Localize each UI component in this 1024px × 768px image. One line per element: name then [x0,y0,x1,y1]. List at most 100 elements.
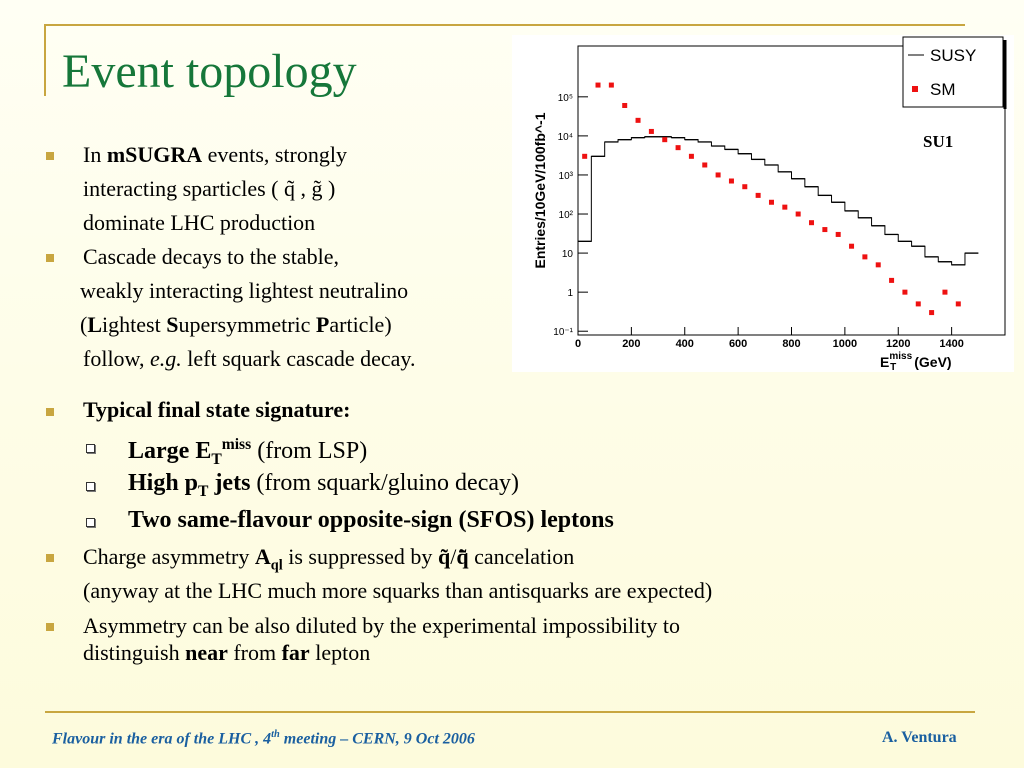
text: q̃ [437,544,451,569]
bullet [46,623,54,631]
text: T [211,450,222,468]
text: dominate LHC production [83,210,316,235]
x-tick-label: 400 [676,338,694,350]
footer: Flavour in the era of the LHC , 4th meet… [52,729,475,748]
text: is suppressed by [282,544,438,569]
text: ql [270,557,283,574]
bullet [46,254,54,262]
data-point [915,301,921,307]
x-tick-label: 1400 [939,338,963,350]
text: (from squark/gluino decay) [250,470,520,496]
text: events, strongly [202,142,347,167]
sub-bullet [86,444,95,453]
text: miss [221,436,252,453]
text: far [281,640,310,665]
y-tick-label: 10 [562,249,574,260]
text: (from LSP) [251,438,368,464]
text-line: Charge asymmetry Aql is suppressed by q̃… [83,544,574,578]
y-tick-label: 10⁴ [558,132,573,143]
data-point [715,172,721,178]
text: / [450,544,457,569]
text: lepton [309,640,371,665]
data-point [702,162,708,168]
data-point [849,243,855,249]
x-tick-label: 1000 [833,338,857,350]
text: weakly interacting lightest neutralino [80,278,409,303]
text: q̃̄ [456,544,469,569]
legend-symbol [912,86,918,92]
text-line: In mSUGRA events, strongly [83,142,347,168]
title: Event topology [62,45,357,98]
data-point [608,82,614,88]
data-point [662,137,668,143]
data-point [728,178,734,184]
text-line: Typical final state signature: [83,397,350,423]
bullet [46,152,54,160]
text-line: weakly interacting lightest neutralino [80,278,408,304]
y-tick-label: 10² [559,210,574,221]
footer-rule [45,711,975,713]
text: distinguish [83,640,186,665]
sub-bullet [86,518,95,527]
annotation: SU1 [923,132,953,151]
text: from [227,640,282,665]
data-point [862,254,868,260]
data-point [595,82,601,88]
text-line: interacting sparticles ( q̃ , g̃ ) [83,176,335,202]
left-rule [44,24,46,96]
plot: 0 200 400 600 800 1000 1200 1400 10⁻¹ 1 10 10² 10³ 10… [512,35,1014,372]
text: Charge asymmetry [83,544,255,569]
y-tick-label: 1 [567,288,573,299]
text: near [185,640,228,665]
text: Cascade decays to the stable, [83,244,339,269]
x-tick-label: 200 [622,338,640,350]
sub-bullet [86,482,95,491]
legend-box [902,36,1004,108]
text: mSUGRA [106,142,203,167]
text: High p [128,470,199,496]
x-axis-label: Emiss T (GeV) [880,351,952,372]
x-label-part: E [880,354,889,370]
data-point [809,220,815,226]
x-label-part: miss [889,351,912,362]
text: e.g. [150,346,182,371]
text: left squark cascade decay. [181,346,416,371]
data-point [635,117,641,123]
data-point [782,204,788,210]
text: interacting sparticles ( q̃ , g̃ ) [83,176,336,201]
text-line: Large ETmiss (from LSP) [128,432,367,473]
top-rule [45,24,965,26]
text-line: High pT jets (from squark/gluino decay) [128,470,519,505]
text: th [271,729,280,740]
x-tick-label: 0 [575,338,581,350]
text: Flavour in the era of the LHC , 4 [52,730,272,748]
data-point [889,277,895,283]
data-point [835,231,841,237]
y-tick-label: 10⁻¹ [553,327,573,338]
x-tick-label: 800 [782,338,800,350]
data-point [742,184,748,190]
text-line: (Lightest Supersymmetric Particle) [80,312,392,338]
text-line: dominate LHC production [83,210,315,236]
text: In [83,142,107,167]
data-point [622,102,628,108]
legend-label: SM [930,80,956,99]
text: T [198,482,209,500]
text: jets [208,470,251,496]
legend-label: SUSY [930,46,976,65]
data-point [902,289,908,295]
text-line: Asymmetry can be also diluted by the exp… [83,613,680,639]
text: Typical final state signature: [83,397,351,422]
text: cancelation [468,544,575,569]
text: upersymmetric [178,312,316,337]
data-point [795,211,801,217]
text: Asymmetry can be also diluted by the exp… [83,613,680,638]
text-line: (anyway at the LHC much more squarks tha… [83,578,712,604]
text: S [166,312,179,337]
author: A. Ventura [882,729,957,746]
text: ( [80,312,88,337]
y-axis-label: Entries/10GeV/100fb^-1 [532,112,548,268]
x-label-part: T [890,362,896,372]
text: Large E [128,438,212,464]
data-point [875,262,881,268]
